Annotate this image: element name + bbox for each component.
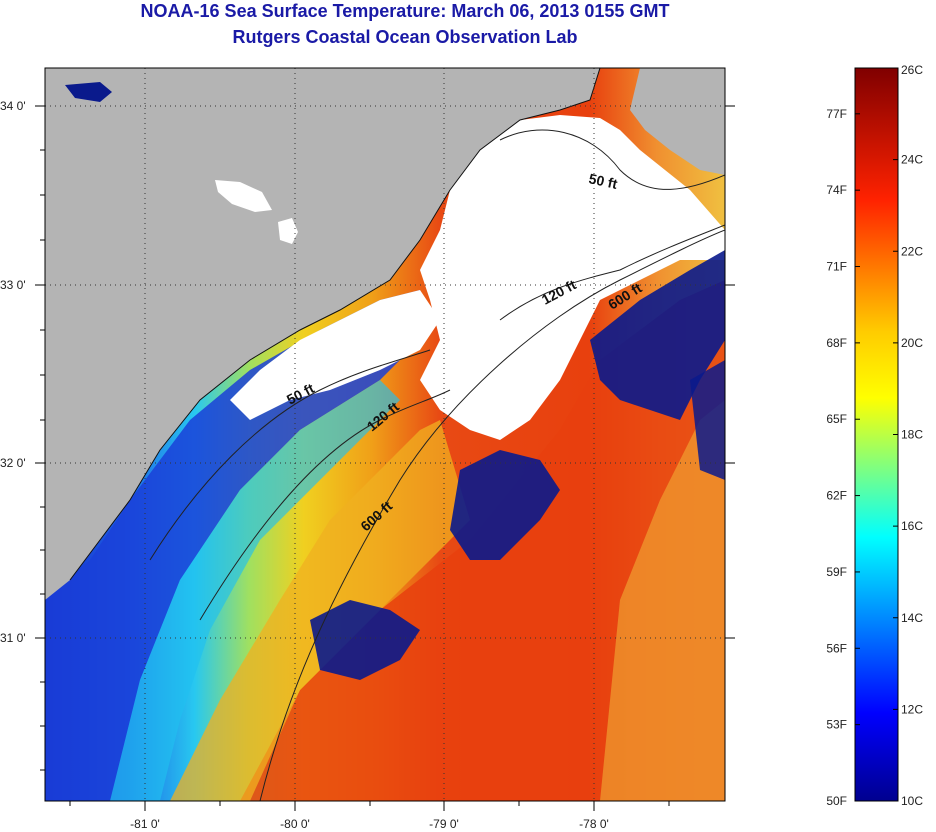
colorbar-fahrenheit-label: 62F (826, 489, 847, 503)
shelf-warm-band (170, 420, 470, 801)
colorbar-fahrenheit-label: 56F (826, 641, 847, 655)
lat-tick-label: 32 0' (0, 456, 26, 470)
colorbar-celsius-label: 12C (901, 702, 923, 716)
colorbar-celsius-label: 16C (901, 519, 923, 533)
colorbar-celsius-label: 20C (901, 336, 923, 350)
cloud-mask-coastal (230, 290, 440, 420)
nearshore-cool-area (110, 380, 400, 801)
cold-patch-east (690, 360, 725, 480)
lon-tick-label: -79 0' (429, 817, 459, 831)
lat-tick-label: 31 0' (0, 631, 26, 645)
cloud-patch-inland (215, 180, 272, 212)
colorbar-celsius-label: 10C (901, 794, 923, 808)
colorbar-fahrenheit-label: 53F (826, 718, 847, 732)
colorbar-fahrenheit-label: 59F (826, 565, 847, 579)
colorbar-ticks (855, 67, 898, 802)
coastline (69, 68, 601, 581)
contour-600ft (259, 229, 725, 801)
colorbar-celsius-label: 24C (901, 153, 923, 167)
cloud-patch-inland-2 (278, 218, 298, 244)
colorbar-fahrenheit-label: 77F (826, 107, 847, 121)
cold-patch-mid (450, 450, 560, 560)
lon-tick-label: -81 0' (130, 817, 160, 831)
map-title: NOAA-16 Sea Surface Temperature: March 0… (140, 1, 670, 21)
map-subtitle: Rutgers Coastal Ocean Observation Lab (232, 27, 578, 47)
contour-50ft-south (149, 349, 431, 561)
colorbar-celsius-label: 22C (901, 244, 923, 258)
nearshore-cold-area (45, 290, 430, 801)
cold-patch-inland (65, 82, 112, 102)
colorbar-fahrenheit-label: 74F (826, 183, 847, 197)
cold-patch-south (310, 600, 420, 680)
colorbar-labels: 26C 24C 22C 20C 18C 16C 14C 12C 10C 77F 74F 71F 68F 6… (826, 63, 923, 808)
lat-tick-label: 33 0' (0, 278, 26, 292)
map-panel: 50 ft 120 ft 600 ft 50 ft 120 ft 600 ft (45, 68, 725, 801)
map-frame (44, 67, 726, 802)
map-tick-marks (35, 105, 735, 811)
contour-120ft-south (199, 389, 451, 621)
colorbar-celsius-label: 18C (901, 428, 923, 442)
colorbar-fahrenheit-label: 71F (826, 260, 847, 274)
gridlines (45, 68, 725, 801)
colorbar-celsius-label: 26C (901, 63, 923, 77)
contour-120ft-north (499, 224, 725, 321)
cloud-mask-shelf (420, 115, 725, 440)
lon-tick-label: -80 0' (280, 817, 310, 831)
contour-50ft-north (499, 129, 725, 190)
lat-tick-label: 34 0' (0, 99, 26, 113)
colorbar (854, 67, 899, 802)
lon-tick-label: -78 0' (579, 817, 609, 831)
colorbar-fahrenheit-label: 50F (826, 794, 847, 808)
offshore-warm-area (600, 400, 725, 801)
colorbar-fahrenheit-label: 65F (826, 412, 847, 426)
colorbar-fahrenheit-label: 68F (826, 336, 847, 350)
cold-patch-offshore (590, 250, 725, 420)
land-area (45, 68, 600, 600)
land-area-north (630, 68, 725, 175)
contour-label: 50 ft (587, 170, 619, 192)
colorbar-celsius-label: 14C (901, 611, 923, 625)
